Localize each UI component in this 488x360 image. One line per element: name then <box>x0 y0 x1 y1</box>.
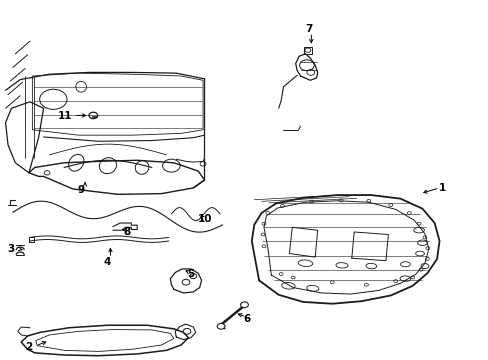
Text: 7: 7 <box>305 24 312 35</box>
Circle shape <box>240 302 248 308</box>
Text: 2: 2 <box>25 342 33 352</box>
Text: 3: 3 <box>8 244 15 254</box>
Text: 6: 6 <box>243 314 250 324</box>
Text: 1: 1 <box>438 183 445 193</box>
Circle shape <box>217 323 224 329</box>
Text: 8: 8 <box>123 227 131 237</box>
Text: 9: 9 <box>78 185 84 195</box>
Text: 10: 10 <box>198 215 212 224</box>
Text: 4: 4 <box>103 257 110 267</box>
Text: 11: 11 <box>58 111 72 121</box>
Text: 5: 5 <box>187 269 194 279</box>
